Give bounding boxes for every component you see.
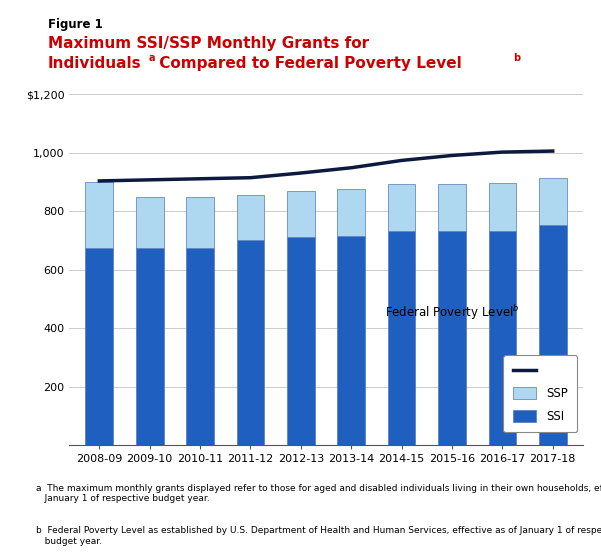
Text: a: a [149,53,156,62]
Bar [388,185,415,231]
Text: Maximum SSI/SSP Monthly Grants for: Maximum SSI/SSP Monthly Grants for [48,36,369,51]
Bar [438,185,466,231]
Bar [388,231,415,445]
Bar [489,231,516,445]
Text: Federal Poverty Level$^b$: Federal Poverty Level$^b$ [385,303,520,322]
Text: a  The maximum monthly grants displayed refer to those for aged and disabled ind: a The maximum monthly grants displayed r… [36,484,601,503]
Bar [186,248,214,445]
Text: b: b [513,53,520,62]
Bar [136,248,163,445]
Text: Figure 1: Figure 1 [48,18,103,31]
Bar [287,237,315,445]
Bar [489,183,516,231]
Legend: , SSP, SSI: , SSP, SSI [504,356,577,432]
Bar [539,225,567,445]
Bar [237,241,264,445]
Bar [85,182,113,248]
Bar [136,197,163,248]
Bar [337,189,365,236]
Text: Compared to Federal Poverty Level: Compared to Federal Poverty Level [154,56,462,71]
Text: Individuals: Individuals [48,56,142,71]
Bar [337,236,365,445]
Bar [438,231,466,445]
Bar [539,178,567,225]
Bar [287,191,315,237]
Bar [237,195,264,241]
Bar [85,248,113,445]
Text: b  Federal Poverty Level as established by U.S. Department of Health and Human S: b Federal Poverty Level as established b… [36,526,601,546]
Bar [186,197,214,248]
